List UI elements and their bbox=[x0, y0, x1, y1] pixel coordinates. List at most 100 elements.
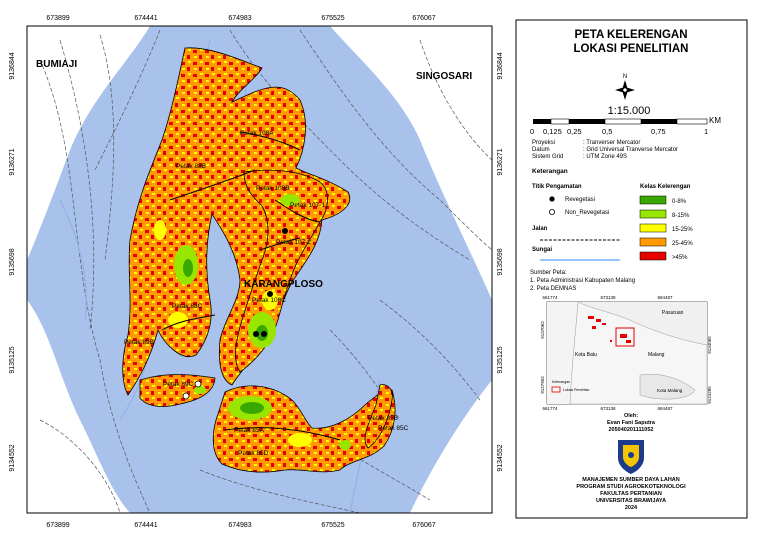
proj-value: : Grid Universal Tranverse Mercator bbox=[583, 147, 678, 153]
inset-y-right: 9124285 bbox=[707, 386, 712, 404]
footer-line: FAKULTAS PERTANIAN bbox=[600, 491, 662, 497]
slope-class-label: >45% bbox=[672, 255, 688, 261]
legend-title-line1: PETA KELERENGAN bbox=[574, 29, 687, 41]
inset-x-bottom: 673138 bbox=[600, 406, 616, 411]
grid-x-top-label: 676067 bbox=[412, 15, 435, 22]
legend-non-revegetasi: Non_Revegetasi bbox=[565, 210, 609, 216]
scale-tick: 1 bbox=[704, 127, 708, 136]
university-logo-icon bbox=[618, 440, 644, 474]
inset-y-left: 9137062 bbox=[540, 321, 545, 339]
grid-labels-left: 9136844 9136271 9135698 9135125 9134552 bbox=[9, 52, 16, 471]
grid-y-left-label: 9134552 bbox=[9, 444, 16, 471]
non-revegetation-point bbox=[194, 380, 202, 388]
source-title: Sumber Peta: bbox=[530, 270, 567, 276]
petak-label: Petak 88C bbox=[172, 303, 203, 310]
grid-labels-top: 673899 674441 674983 675525 676067 bbox=[46, 15, 435, 22]
source-line-2: 2. Peta DEMNAS bbox=[530, 286, 576, 292]
petak-label: Petak 88B bbox=[176, 163, 206, 170]
slope-class-swatch bbox=[639, 237, 667, 247]
region-label-karangploso: KARANGPLOSO bbox=[244, 279, 323, 290]
inset-y-left: 9127902 bbox=[540, 376, 545, 394]
slope-class-label: 25-45% bbox=[672, 241, 693, 247]
grid-x-top-label: 674441 bbox=[134, 15, 157, 22]
inset-y-right: 9134065 bbox=[707, 336, 712, 354]
inset-label-kota-batu: Kota Batu bbox=[575, 352, 597, 358]
proj-key: Datum bbox=[532, 147, 550, 153]
grid-x-bottom-label: 675525 bbox=[321, 522, 344, 529]
grid-x-bottom-label: 676067 bbox=[412, 522, 435, 529]
petak-label: Petak 108A bbox=[240, 130, 274, 137]
grid-y-right-label: 9135698 bbox=[497, 248, 504, 275]
slope-area-main bbox=[122, 47, 351, 396]
slope-class-label: 0-8% bbox=[672, 199, 687, 205]
legend-keterangan: Keterangan bbox=[532, 168, 568, 175]
petak-label: Petak 107-2 bbox=[276, 239, 311, 246]
grid-x-bottom-label: 673899 bbox=[46, 522, 69, 529]
author-nim: 205040201111052 bbox=[609, 427, 654, 433]
scale-tick: 0,125 bbox=[543, 127, 562, 136]
grid-x-top-label: 674983 bbox=[228, 15, 251, 22]
low-slope-patches bbox=[154, 194, 351, 450]
non-revegetation-symbol bbox=[549, 208, 556, 215]
petak-boundaries bbox=[161, 131, 341, 441]
inset-x-top: 684487 bbox=[657, 295, 673, 300]
petak-label: Petak 89C bbox=[163, 381, 194, 388]
scale-ticks: 0 0,125 0,25 0,5 0,75 1 bbox=[530, 127, 708, 136]
white-area-southwest bbox=[27, 300, 130, 513]
grid-labels-right: 9136844 9136271 9135698 9135125 9134552 bbox=[497, 52, 504, 471]
inset-map: 661774 673138 684487 661774 673138 68448… bbox=[540, 295, 712, 411]
footer-credits: MANAJEMEN SUMBER DAYA LAHAN PROGRAM STUD… bbox=[576, 477, 686, 511]
region-label-bumiaji: BUMIAJI bbox=[36, 59, 77, 70]
legend-revegetasi: Revegetasi bbox=[565, 197, 595, 203]
grid-y-left-label: 9136271 bbox=[9, 148, 16, 175]
legend-title-line2: LOKASI PENELITIAN bbox=[573, 43, 688, 55]
footer-line: PROGRAM STUDI AGROEKOTEKNOLOGI bbox=[576, 484, 686, 490]
slope-class-swatch bbox=[639, 195, 667, 205]
proj-value: : Tranverser Mercator bbox=[583, 140, 640, 146]
petak-labels: Petak 88B Petak 108A Petak 108B Petak 10… bbox=[124, 130, 409, 457]
scale-bar bbox=[533, 118, 708, 125]
slope-class-label: 8-15% bbox=[672, 213, 690, 219]
footer-line: UNIVERSITAS BRAWIJAYA bbox=[596, 498, 666, 504]
slope-class-legend: 0-8% 8-15% 15-25% 25-45% >45% bbox=[639, 195, 693, 261]
proj-key: Proyeksi bbox=[532, 140, 555, 146]
scale-tick: 0,75 bbox=[651, 127, 666, 136]
revegetation-point bbox=[267, 291, 273, 297]
proj-key: Sistem Grid bbox=[532, 154, 563, 160]
grid-y-left-label: 9135125 bbox=[9, 346, 16, 373]
footer-line: 2024 bbox=[625, 505, 638, 511]
legend-jalan: Jalan bbox=[532, 226, 548, 232]
grid-y-left-label: 9135698 bbox=[9, 248, 16, 275]
footer-line: MANAJEMEN SUMBER DAYA LAHAN bbox=[582, 477, 680, 483]
inset-label-keterangan: Keterangan bbox=[552, 380, 570, 384]
petak-label: Petak 85B bbox=[368, 415, 398, 422]
author-name: Evan Fani Saputra bbox=[607, 420, 656, 426]
white-area-northwest bbox=[27, 26, 150, 260]
inset-x-top: 673138 bbox=[600, 295, 616, 300]
source-line-1: 1. Peta Administrasi Kabupaten Malang bbox=[530, 278, 635, 284]
slope-class-swatch bbox=[639, 223, 667, 233]
revegetation-symbol bbox=[549, 196, 555, 202]
grid-y-right-label: 9136844 bbox=[497, 52, 504, 79]
grid-y-right-label: 9135125 bbox=[497, 346, 504, 373]
petak-label: Petak 108B bbox=[256, 185, 290, 192]
grid-x-bottom-label: 674983 bbox=[228, 522, 251, 529]
inset-x-bottom: 661774 bbox=[542, 406, 558, 411]
grid-y-left-label: 9136844 bbox=[9, 52, 16, 79]
map-border bbox=[26, 25, 493, 514]
grid-x-top-label: 675525 bbox=[321, 15, 344, 22]
proj-value: : UTM Zone 49S bbox=[583, 154, 627, 160]
slope-class-swatch bbox=[639, 251, 667, 261]
inset-label-lokasi: Lokasi Penelitian bbox=[563, 388, 590, 392]
region-label-singosari: SINGOSARI bbox=[416, 71, 472, 82]
grid-x-bottom-label: 674441 bbox=[134, 522, 157, 529]
petak-label: Petak 89B bbox=[124, 339, 154, 346]
legend-kelas-title: Kelas Kelerengan bbox=[640, 184, 691, 190]
grid-x-top-label: 673899 bbox=[46, 15, 69, 22]
scale-tick: 0,25 bbox=[567, 127, 582, 136]
petak-label: Petak 107-1 bbox=[290, 202, 325, 209]
inset-x-bottom: 684487 bbox=[657, 406, 673, 411]
inset-label-malang: Malang bbox=[648, 352, 665, 358]
grid-y-right-label: 9134552 bbox=[497, 444, 504, 471]
